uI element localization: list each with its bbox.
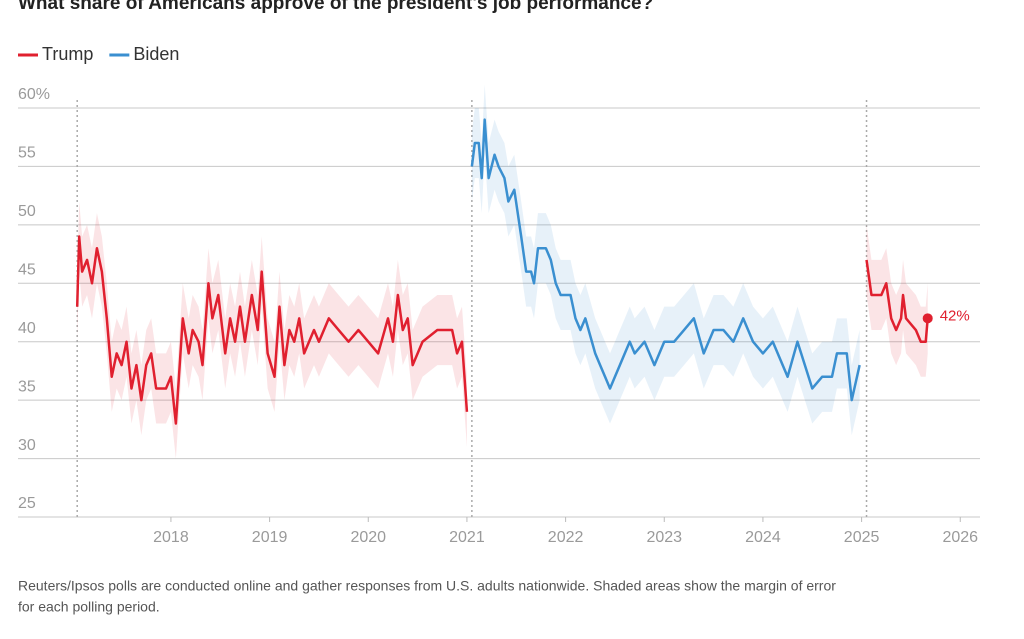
y-tick-label: 35 bbox=[18, 378, 36, 395]
y-tick-label: 45 bbox=[18, 262, 36, 279]
y-tick-label: 60% bbox=[18, 86, 50, 103]
y-tick-label: 55 bbox=[18, 145, 36, 162]
y-tick-label: 50 bbox=[18, 203, 36, 220]
chart-title: What share of Americans approve of the p… bbox=[18, 0, 653, 14]
y-tick-label: 30 bbox=[18, 437, 36, 454]
x-tick-label: 2018 bbox=[153, 529, 189, 546]
x-tick-label: 2021 bbox=[449, 529, 485, 546]
x-tick-label: 2023 bbox=[646, 529, 682, 546]
value-label: 42% bbox=[940, 307, 970, 324]
series-line bbox=[75, 235, 929, 425]
footnote: Reuters/Ipsos polls are conducted online… bbox=[18, 578, 836, 594]
x-tick-label: 2019 bbox=[252, 529, 288, 546]
error-band bbox=[471, 84, 860, 436]
x-tick-label: 2025 bbox=[844, 529, 880, 546]
legend-label: Trump bbox=[42, 44, 93, 64]
x-tick-label: 2026 bbox=[942, 529, 978, 546]
legend-label: Biden bbox=[133, 44, 179, 64]
y-tick-label: 25 bbox=[18, 495, 36, 512]
error-band bbox=[866, 224, 928, 377]
end-point bbox=[922, 313, 933, 324]
x-tick-label: 2024 bbox=[745, 529, 781, 546]
footnote: for each polling period. bbox=[18, 599, 160, 615]
x-tick-label: 2022 bbox=[548, 529, 584, 546]
error-band bbox=[77, 201, 467, 459]
x-tick-label: 2020 bbox=[350, 529, 386, 546]
series-line bbox=[470, 118, 861, 402]
y-tick-label: 40 bbox=[18, 320, 36, 337]
